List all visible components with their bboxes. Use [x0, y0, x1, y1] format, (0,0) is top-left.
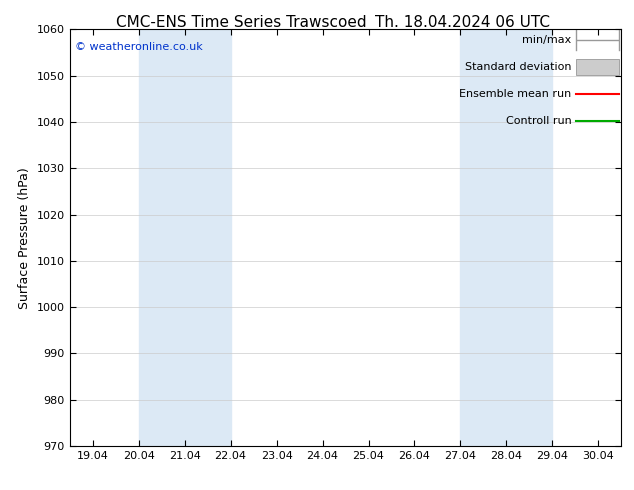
Bar: [460, 29, 552, 446]
Text: Standard deviation: Standard deviation: [465, 62, 572, 72]
Text: © weatheronline.co.uk: © weatheronline.co.uk: [75, 42, 203, 52]
Text: min/max: min/max: [522, 35, 572, 45]
Text: CMC-ENS Time Series Trawscoed: CMC-ENS Time Series Trawscoed: [115, 15, 366, 30]
Bar: [139, 29, 231, 446]
Text: Th. 18.04.2024 06 UTC: Th. 18.04.2024 06 UTC: [375, 15, 550, 30]
Text: Ensemble mean run: Ensemble mean run: [460, 89, 572, 99]
Y-axis label: Surface Pressure (hPa): Surface Pressure (hPa): [18, 167, 31, 309]
Text: Controll run: Controll run: [506, 116, 572, 126]
Bar: [576, 59, 619, 75]
